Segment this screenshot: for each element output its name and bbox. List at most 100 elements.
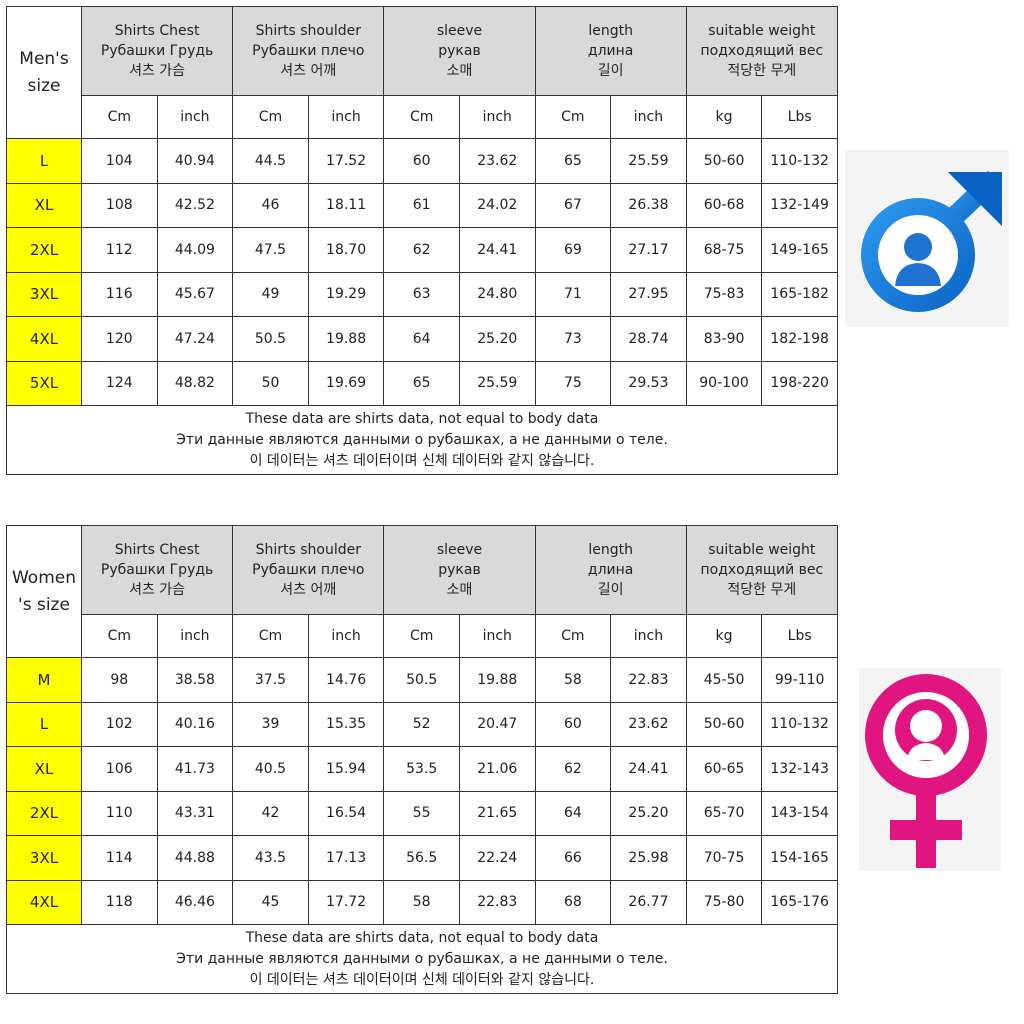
data-cell: 24.80 — [458, 271, 536, 317]
unit-cell: inch — [307, 95, 385, 139]
size-cell: M — [6, 657, 82, 703]
data-cell: 24.41 — [610, 746, 687, 792]
data-cell: 75 — [534, 360, 612, 406]
data-cell: 48.82 — [156, 360, 234, 406]
data-cell: 124 — [81, 360, 158, 406]
corner-cell: Women 's size — [6, 525, 82, 658]
unit-cell: inch — [610, 614, 687, 658]
male-icon — [845, 150, 1009, 327]
unit-row: Cm inch Cm inch Cm inch Cm inch kg Lbs — [7, 614, 838, 658]
data-cell: 40.16 — [156, 701, 234, 747]
data-row: 2XL 110 43.31 42 16.54 55 21.65 64 25.20 65-70 143… — [6, 790, 838, 836]
data-cell: 18.11 — [307, 182, 385, 228]
data-cell: 24.41 — [458, 227, 536, 273]
header-row: Men's size Shirts Chest Рубашки Грудь 셔츠 가슴 S… — [6, 6, 838, 139]
data-cell: 62 — [383, 227, 460, 273]
size-table: Men's size Shirts Chest Рубашки Грудь 셔츠 가슴 S… — [6, 6, 838, 475]
data-cell: 17.72 — [307, 879, 385, 925]
female-icon — [859, 668, 1001, 871]
data-cell: 99-110 — [761, 657, 838, 703]
data-cell: 22.83 — [610, 657, 687, 703]
data-cell: 58 — [383, 879, 460, 925]
data-cell: 44.09 — [156, 227, 234, 273]
note-cell: These data are shirts data, not equal to… — [6, 405, 838, 475]
data-cell: 25.59 — [610, 138, 687, 184]
corner-cell: Men's size — [6, 6, 82, 139]
note-row: These data are shirts data, not equal to… — [6, 405, 838, 475]
unit-cell: kg — [685, 614, 763, 658]
unit-cell: kg — [685, 95, 763, 139]
data-cell: 14.76 — [307, 657, 385, 703]
data-cell: 45.67 — [156, 271, 234, 317]
note-line: 이 데이터는 셔츠 데이터이며 신체 데이터와 같지 않습니다. — [249, 971, 595, 988]
header-line: подходящий вес — [700, 562, 824, 578]
data-cell: 39 — [232, 701, 309, 747]
column-header: sleeve рукав 소매 — [383, 6, 536, 96]
data-cell: 143-154 — [761, 790, 838, 836]
unit-cell: inch — [458, 95, 536, 139]
header-line: 셔츠 가슴 — [129, 582, 186, 598]
note-line: These data are shirts data, not equal to… — [245, 929, 599, 946]
unit-cell: inch — [156, 95, 234, 139]
header-line: Shirts shoulder — [255, 542, 361, 558]
data-cell: 21.65 — [458, 790, 536, 836]
header-line: length — [588, 542, 633, 558]
data-cell: 28.74 — [610, 316, 687, 362]
data-cell: 75-80 — [685, 879, 763, 925]
data-row: 4XL 120 47.24 50.5 19.88 64 25.20 73 28.74 83-90 1… — [6, 316, 838, 362]
data-cell: 112 — [81, 227, 158, 273]
data-cell: 110-132 — [761, 701, 838, 747]
data-cell: 53.5 — [383, 746, 460, 792]
data-cell: 90-100 — [685, 360, 763, 406]
header-line: 소매 — [446, 63, 473, 79]
header-line: 셔츠 가슴 — [129, 63, 186, 79]
data-cell: 25.59 — [458, 360, 536, 406]
data-cell: 50-60 — [685, 138, 763, 184]
data-cell: 23.62 — [610, 701, 687, 747]
unit-cell: Cm — [81, 95, 158, 139]
data-cell: 58 — [534, 657, 612, 703]
header-line: рукав — [438, 562, 481, 578]
corner-label: 's size — [18, 594, 70, 615]
data-row: M 98 38.58 37.5 14.76 50.5 19.88 58 22.83 45-50 99… — [6, 657, 838, 703]
size-cell: 2XL — [6, 227, 82, 273]
size-cell: L — [6, 138, 82, 184]
data-row: XL 108 42.52 46 18.11 61 24.02 67 26.38 60-68 132-… — [6, 182, 838, 228]
data-cell: 49 — [232, 271, 309, 317]
data-cell: 65 — [534, 138, 612, 184]
data-cell: 27.95 — [610, 271, 687, 317]
data-row: 2XL 112 44.09 47.5 18.70 62 24.41 69 27.17 68-75 1… — [6, 227, 838, 273]
data-cell: 132-149 — [761, 182, 838, 228]
header-line: 길이 — [597, 582, 624, 598]
data-cell: 118 — [81, 879, 158, 925]
unit-cell: inch — [307, 614, 385, 658]
data-cell: 46.46 — [156, 879, 234, 925]
data-cell: 182-198 — [761, 316, 838, 362]
header-line: 적당한 무게 — [727, 582, 797, 598]
data-row: 4XL 118 46.46 45 17.72 58 22.83 68 26.77 75-80 165… — [6, 879, 838, 925]
data-cell: 70-75 — [685, 835, 763, 881]
data-cell: 75-83 — [685, 271, 763, 317]
data-cell: 50.5 — [232, 316, 309, 362]
data-cell: 44.5 — [232, 138, 309, 184]
unit-cell: Cm — [232, 614, 309, 658]
data-cell: 45-50 — [685, 657, 763, 703]
data-cell: 114 — [81, 835, 158, 881]
data-cell: 120 — [81, 316, 158, 362]
data-cell: 198-220 — [761, 360, 838, 406]
unit-cell: inch — [156, 614, 234, 658]
data-cell: 17.13 — [307, 835, 385, 881]
header-line: 적당한 무게 — [727, 63, 797, 79]
unit-cell: Cm — [534, 614, 612, 658]
column-header: sleeve рукав 소매 — [383, 525, 536, 615]
data-row: 3XL 114 44.88 43.5 17.13 56.5 22.24 66 25.98 70-7… — [6, 835, 838, 881]
data-cell: 55 — [383, 790, 460, 836]
data-cell: 60-68 — [685, 182, 763, 228]
data-row: 3XL 116 45.67 49 19.29 63 24.80 71 27.95 75-83 165… — [6, 271, 838, 317]
data-cell: 21.06 — [458, 746, 536, 792]
data-cell: 132-143 — [761, 746, 838, 792]
data-cell: 64 — [534, 790, 612, 836]
header-line: suitable weight — [708, 23, 816, 39]
note-row: These data are shirts data, not equal to… — [6, 924, 838, 994]
